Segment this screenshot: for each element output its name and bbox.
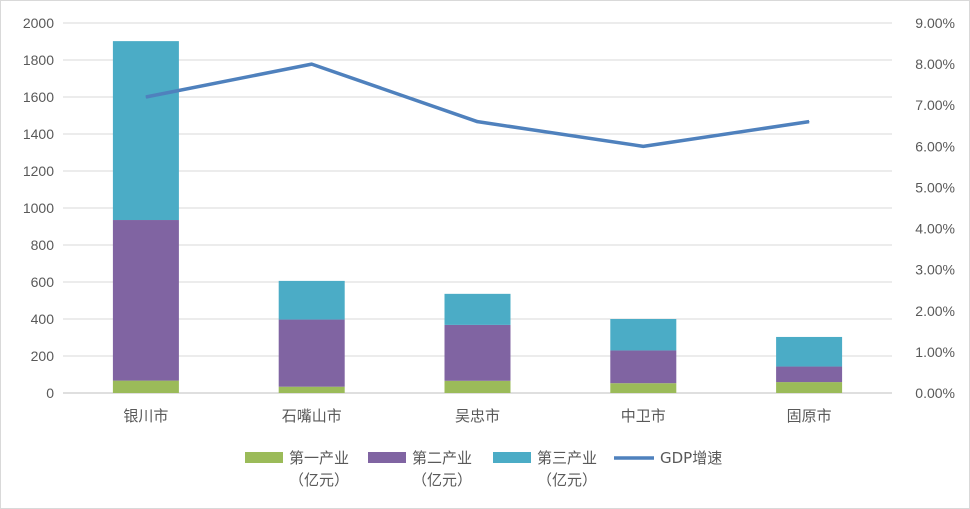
bar-segment-series-2	[610, 350, 677, 384]
legend-swatch	[368, 452, 406, 463]
legend-label: GDP增速	[660, 449, 722, 467]
y-right-tick-label: 5.00%	[915, 179, 955, 195]
bar-segment-series-3	[444, 293, 511, 325]
x-category-label: 石嘴山市	[282, 407, 342, 425]
bar-segment-series-2	[444, 324, 511, 381]
bar-segment-series-3	[610, 319, 677, 351]
x-axis: 银川市 石嘴山市 吴忠市 中卫市 固原市	[123, 407, 831, 425]
bar-segment-series-2	[776, 366, 843, 383]
y-right-tick-label: 8.00%	[915, 56, 955, 72]
x-category-label: 中卫市	[621, 407, 666, 425]
y-right-tick-label: 1.00%	[915, 344, 955, 360]
y-left-tick-label: 1000	[23, 200, 54, 216]
bar-segment-series-1	[776, 382, 843, 393]
gdp-growth-point	[145, 96, 147, 98]
y-axis-right: 0.00% 1.00% 2.00% 3.00% 4.00% 5.00% 6.00% 7.00%…	[915, 15, 955, 401]
y-right-tick-label: 4.00%	[915, 221, 955, 237]
y-left-tick-label: 800	[31, 237, 55, 253]
gdp-growth-point	[311, 63, 313, 65]
y-left-tick-label: 0	[46, 385, 54, 401]
bar-segment-series-2	[112, 220, 179, 381]
legend-label: （亿元）	[412, 471, 472, 489]
y-right-tick-label: 2.00%	[915, 303, 955, 319]
x-category-label: 固原市	[787, 407, 832, 425]
bar-segment-series-3	[112, 41, 179, 221]
bar-segment-series-2	[278, 319, 345, 387]
y-right-tick-label: 9.00%	[915, 15, 955, 31]
legend-label: （亿元）	[537, 471, 597, 489]
x-category-label: 银川市	[123, 407, 168, 425]
legend-label: 第二产业	[412, 449, 472, 467]
legend-swatch	[245, 452, 283, 463]
y-left-tick-label: 2000	[23, 15, 54, 31]
gdp-growth-point	[477, 121, 478, 123]
y-right-tick-label: 6.00%	[915, 138, 955, 154]
bar-segment-series-1	[278, 386, 345, 393]
y-left-tick-label: 200	[31, 348, 55, 364]
gdp-growth-point	[808, 121, 810, 123]
gridlines	[63, 22, 892, 394]
y-left-tick-label: 600	[31, 274, 55, 290]
x-category-label: 吴忠市	[455, 407, 500, 425]
y-left-tick-label: 1400	[23, 126, 54, 142]
gdp-growth-point	[642, 145, 644, 147]
bar-segment-series-1	[444, 380, 511, 393]
legend-label: （亿元）	[289, 471, 349, 489]
legend-label: 第三产业	[537, 449, 597, 467]
y-right-tick-label: 0.00%	[915, 385, 955, 401]
gdp-growth-line	[145, 62, 810, 149]
y-left-tick-label: 1800	[23, 52, 54, 68]
y-left-tick-label: 400	[31, 311, 55, 327]
y-right-tick-label: 3.00%	[915, 262, 955, 278]
bar-segment-series-3	[278, 280, 345, 320]
y-left-tick-label: 1600	[23, 89, 54, 105]
legend: 第一产业 （亿元） 第二产业 （亿元） 第三产业 （亿元） GDP增速	[245, 449, 722, 489]
bar-segment-series-3	[776, 336, 843, 367]
bar-segment-series-1	[610, 383, 677, 393]
y-right-tick-label: 7.00%	[915, 97, 955, 113]
legend-swatch	[493, 452, 531, 463]
y-axis-left: 0 200 400 600 800 1000 1200 1400 1600 1800 2000	[23, 15, 54, 401]
legend-label: 第一产业	[289, 449, 349, 467]
y-left-tick-label: 1200	[23, 163, 54, 179]
bars	[112, 41, 843, 393]
bar-segment-series-1	[112, 380, 179, 393]
